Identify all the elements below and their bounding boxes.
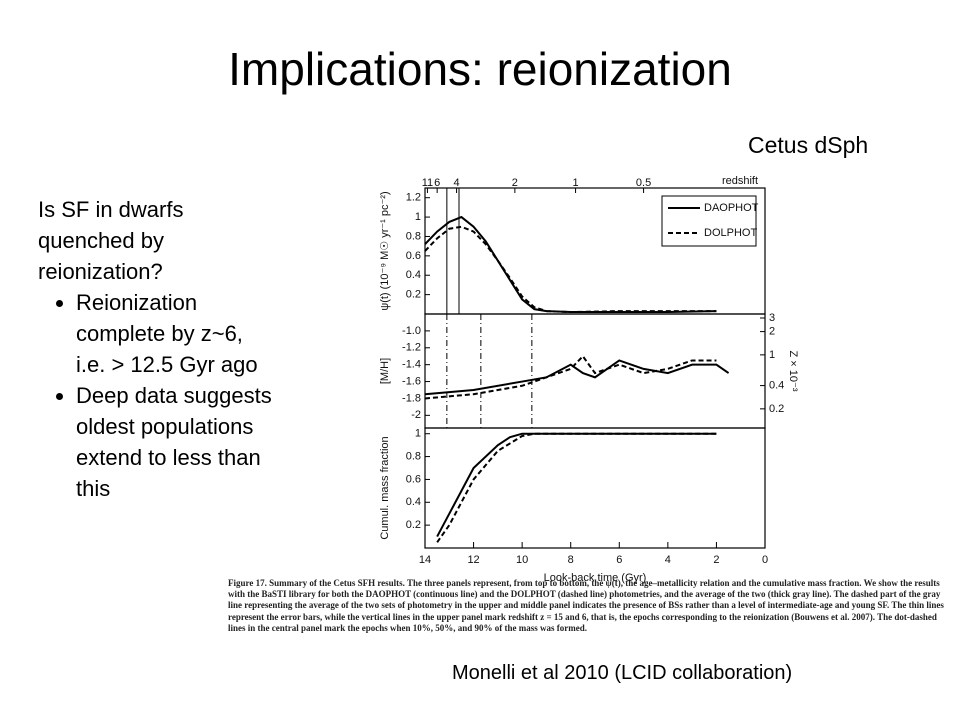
y-tick-label: 0.6 xyxy=(406,473,421,485)
y-tick-label: -1.0 xyxy=(402,325,421,337)
series-line xyxy=(424,225,717,314)
panel-frame xyxy=(424,313,766,429)
y2-axis-label: Z × 10⁻³ xyxy=(787,351,799,392)
credit: Monelli et al 2010 (LCID collaboration) xyxy=(452,662,793,684)
legend-label: DAOPHOT xyxy=(704,202,759,214)
top-axis-label: redshift xyxy=(722,175,758,187)
top-tick-label: 6 xyxy=(434,177,440,189)
intro: Is SF in dwarfs quenched by reionization… xyxy=(38,197,184,284)
y2-tick-label: 2 xyxy=(769,326,775,338)
y-tick-label: 0.4 xyxy=(406,269,421,281)
y-tick-label: 1.2 xyxy=(406,192,421,204)
y-tick-label: -1.6 xyxy=(402,375,421,387)
x-tick-label: 2 xyxy=(713,554,719,566)
series-line xyxy=(436,432,717,543)
y-tick-label: 0.2 xyxy=(406,519,421,531)
y-tick-label: 0.4 xyxy=(406,496,421,508)
x-tick-label: 0 xyxy=(762,554,768,566)
body-text: Is SF in dwarfs quenched by reionization… xyxy=(38,194,273,504)
y2-tick-label: 0.2 xyxy=(769,403,784,415)
y-axis-label: ψ(t) (10⁻⁹ M☉ yr⁻¹ pc⁻²) xyxy=(379,191,391,310)
figure-caption: Figure 17. Summary of the Cetus SFH resu… xyxy=(228,578,944,633)
top-tick-label: 0.5 xyxy=(636,177,651,189)
y2-tick-label: 3 xyxy=(769,312,775,324)
top-tick-label: 2 xyxy=(512,177,518,189)
series-line xyxy=(436,432,717,538)
y-axis-label: [M/H] xyxy=(379,358,391,384)
bullet-list: Reionization complete by z~6, i.e. > 12.… xyxy=(38,287,273,504)
x-tick-label: 10 xyxy=(516,554,528,566)
top-tick-label: 4 xyxy=(454,177,460,189)
bullet: Reionization complete by z~6, i.e. > 12.… xyxy=(76,287,273,380)
y-tick-label: 0.8 xyxy=(406,450,421,462)
series-line xyxy=(424,359,730,396)
y-tick-label: -1.8 xyxy=(402,392,421,404)
y-axis-label: Cumul. mass fraction xyxy=(379,436,391,539)
top-tick-label: 1 xyxy=(573,177,579,189)
y-tick-label: 0.2 xyxy=(406,289,421,301)
y-tick-label: -1.4 xyxy=(402,359,421,371)
y-tick-label: 1 xyxy=(415,428,421,440)
y2-tick-label: 1 xyxy=(769,349,775,361)
panel-frame xyxy=(424,427,766,549)
x-tick-label: 14 xyxy=(419,554,431,566)
y-tick-label: -2 xyxy=(411,409,421,421)
x-tick-label: 8 xyxy=(568,554,574,566)
x-tick-label: 6 xyxy=(616,554,622,566)
series-line xyxy=(424,354,717,400)
slide-title: Implications: reionization xyxy=(228,43,732,95)
y-tick-label: 0.8 xyxy=(406,230,421,242)
x-tick-label: 4 xyxy=(665,554,671,566)
legend-label: DOLPHOT xyxy=(704,227,757,239)
subtitle: Cetus dSph xyxy=(748,132,869,158)
y-tick-label: 0.6 xyxy=(406,250,421,262)
bullet: Deep data suggests oldest populations ex… xyxy=(76,380,273,504)
x-tick-label: 12 xyxy=(467,554,479,566)
y-tick-label: -1.2 xyxy=(402,342,421,354)
y2-tick-label: 0.4 xyxy=(769,380,784,392)
series-line xyxy=(424,215,717,314)
y-tick-label: 1 xyxy=(415,211,421,223)
legend-frame xyxy=(661,195,757,247)
top-tick-label: 11 xyxy=(422,177,433,189)
x-axis-label: Look-back time (Gyr) xyxy=(544,572,647,584)
